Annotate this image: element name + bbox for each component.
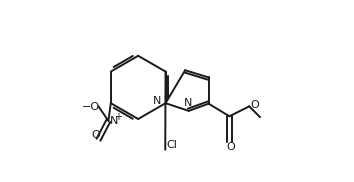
Text: N: N: [153, 96, 162, 106]
Text: N: N: [110, 116, 118, 126]
Text: −O: −O: [82, 102, 100, 112]
Text: O: O: [250, 100, 259, 110]
Text: N: N: [184, 98, 192, 108]
Text: O: O: [91, 130, 100, 140]
Text: O: O: [226, 142, 235, 152]
Text: +: +: [114, 112, 122, 122]
Text: Cl: Cl: [167, 140, 178, 150]
